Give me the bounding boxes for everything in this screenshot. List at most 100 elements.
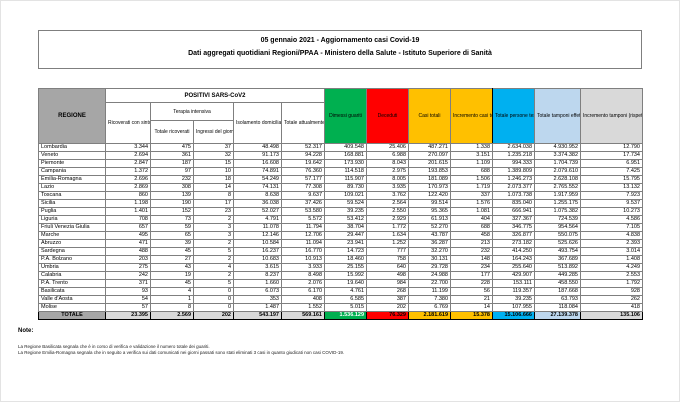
- value-cell: 2.975: [366, 167, 409, 176]
- value-cell: 228: [450, 279, 493, 288]
- value-cell: 74.131: [233, 183, 282, 192]
- value-cell: 2.079.610: [534, 167, 581, 176]
- value-cell: 1.252: [366, 239, 409, 248]
- value-cell: 10.273: [580, 207, 643, 216]
- value-cell: 688: [450, 167, 493, 176]
- value-cell: 12.706: [281, 231, 325, 240]
- value-cell: 15.378: [450, 311, 493, 320]
- value-cell: 59: [150, 223, 194, 232]
- value-cell: 2.550: [366, 207, 409, 216]
- table-row: Emilia-Romagna 2.696 232 18 54.249 57.177 115.…: [38, 175, 643, 184]
- value-cell: 76.360: [281, 167, 325, 176]
- group-header-positivi: POSITIVI SARS-CoV2: [105, 88, 325, 103]
- table-row: Friuli Venezia Giulia 657 59 3 11.078 11.794 3…: [38, 223, 643, 232]
- column-header-regione: REGIONE: [38, 88, 106, 144]
- table-row: Basilicata 93 4 0 6.073 6.170 4.761 268 11.199 56…: [38, 287, 643, 296]
- value-cell: 640: [366, 263, 409, 272]
- value-cell: 202: [366, 303, 409, 312]
- column-header-isolamento: Isolamento domiciliare: [233, 102, 282, 144]
- region-name: Basilicata: [38, 287, 106, 296]
- value-cell: 118.084: [534, 303, 581, 312]
- value-cell: 1.246.273: [492, 175, 535, 184]
- value-cell: 15.106.666: [492, 311, 535, 320]
- value-cell: 860: [105, 191, 151, 200]
- value-cell: 232: [450, 247, 493, 256]
- value-cell: 4.930.952: [534, 143, 581, 152]
- value-cell: 409.548: [324, 143, 367, 152]
- value-cell: 487.271: [408, 143, 451, 152]
- value-cell: 32.270: [408, 247, 451, 256]
- value-cell: 52.027: [233, 207, 282, 216]
- value-cell: 37.426: [281, 199, 325, 208]
- value-cell: 3.344: [105, 143, 151, 152]
- value-cell: 1.081: [450, 207, 493, 216]
- value-cell: 8.237: [233, 271, 282, 280]
- table-row: Calabria 242 19 2 8.237 8.498 15.992 498 24.988 1…: [38, 271, 643, 280]
- value-cell: 24.988: [408, 271, 451, 280]
- value-cell: 7.923: [580, 191, 643, 200]
- value-cell: 0: [193, 303, 234, 312]
- value-cell: 994.333: [492, 159, 535, 168]
- value-cell: 114.518: [324, 167, 367, 176]
- value-cell: 177: [450, 271, 493, 280]
- value-cell: 135.106: [580, 311, 643, 320]
- value-cell: 270.097: [408, 151, 451, 160]
- value-cell: 45: [150, 279, 194, 288]
- value-cell: 488: [105, 247, 151, 256]
- value-cell: 89.730: [324, 183, 367, 192]
- value-cell: 52.317: [281, 143, 325, 152]
- value-cell: 273.182: [492, 239, 535, 248]
- value-cell: 1.704.739: [534, 159, 581, 168]
- table-row: Abruzzo 471 39 2 10.584 11.094 23.941 1.252 36.2…: [38, 239, 643, 248]
- value-cell: 8.638: [233, 191, 282, 200]
- value-cell: 164.243: [492, 255, 535, 264]
- value-cell: 29.447: [324, 231, 367, 240]
- column-header-ti-ingressi-giorno: Ingressi del giorno: [193, 120, 234, 144]
- value-cell: 1.075.382: [534, 207, 581, 216]
- value-cell: 97: [150, 167, 194, 176]
- value-cell: 255.640: [492, 263, 535, 272]
- value-cell: 8: [150, 303, 194, 312]
- table-row: Piemonte 2.847 187 15 16.608 19.642 173.930 8.0…: [38, 159, 643, 168]
- value-cell: 688: [450, 223, 493, 232]
- value-cell: 1.634: [366, 231, 409, 240]
- value-cell: 54: [105, 295, 151, 304]
- value-cell: 190: [150, 199, 194, 208]
- value-cell: 45: [150, 247, 194, 256]
- value-cell: 262: [580, 295, 643, 304]
- region-name: Friuli Venezia Giulia: [38, 223, 106, 232]
- value-cell: 954.564: [534, 223, 581, 232]
- value-cell: 59.524: [324, 199, 367, 208]
- note-item: La Regione Emilia-Romagna segnala che in…: [18, 350, 345, 355]
- value-cell: 107.955: [492, 303, 535, 312]
- value-cell: 3.014: [580, 247, 643, 256]
- value-cell: 367.689: [534, 255, 581, 264]
- value-cell: 2.076: [281, 279, 325, 288]
- value-cell: 173.930: [324, 159, 367, 168]
- value-cell: 5: [193, 247, 234, 256]
- value-cell: 29.728: [408, 263, 451, 272]
- value-cell: 6.951: [580, 159, 643, 168]
- value-cell: 4.761: [324, 287, 367, 296]
- value-cell: 308: [150, 183, 194, 192]
- value-cell: 1.255.175: [534, 199, 581, 208]
- value-cell: 242: [105, 271, 151, 280]
- region-name: Marche: [38, 231, 106, 240]
- value-cell: 493.754: [534, 247, 581, 256]
- value-cell: 353: [233, 295, 282, 304]
- region-name: Umbria: [38, 263, 106, 272]
- region-name: Sicilia: [38, 199, 106, 208]
- value-cell: 513.892: [534, 263, 581, 272]
- value-cell: 1.487: [233, 303, 282, 312]
- value-cell: 153.111: [492, 279, 535, 288]
- value-cell: 3.374.382: [534, 151, 581, 160]
- value-cell: 2.694: [105, 151, 151, 160]
- value-cell: 234: [450, 263, 493, 272]
- value-cell: 61.913: [408, 215, 451, 224]
- value-cell: 201.615: [408, 159, 451, 168]
- value-cell: 119.357: [492, 287, 535, 296]
- group-header-terapia-intensiva: Terapia intensiva: [150, 102, 234, 121]
- value-cell: 346.775: [492, 223, 535, 232]
- value-cell: 19.640: [324, 279, 367, 288]
- value-cell: 550.075: [534, 231, 581, 240]
